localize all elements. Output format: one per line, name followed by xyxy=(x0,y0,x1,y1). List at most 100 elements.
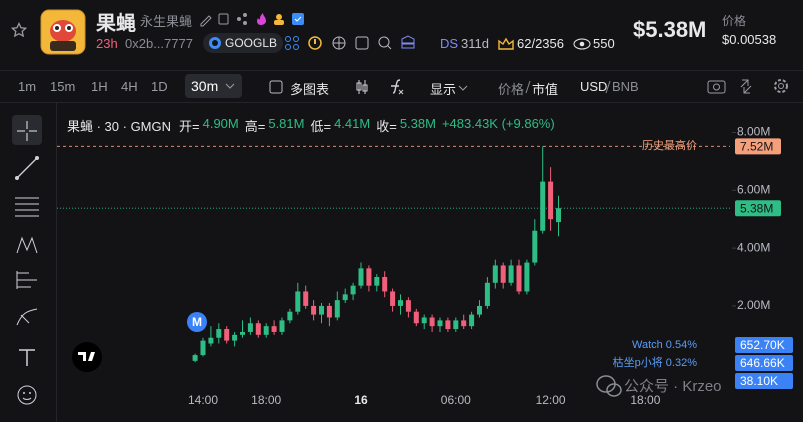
bnb-toggle[interactable]: BNB xyxy=(612,79,639,94)
drawing-toolbar[interactable] xyxy=(0,103,56,422)
candle-body xyxy=(374,277,380,286)
ds-label: DS xyxy=(440,36,459,51)
candle-body xyxy=(240,331,245,335)
candle-body xyxy=(524,262,530,292)
ath-label: 历史最高价 xyxy=(642,138,697,152)
candle-body xyxy=(350,285,356,295)
marker-tag xyxy=(735,337,793,353)
candle-body xyxy=(216,329,222,338)
x-tick-label: 12:00 xyxy=(536,393,566,407)
candle-body xyxy=(334,300,340,318)
candle-body xyxy=(255,323,261,335)
legend-label: 收= xyxy=(376,119,397,134)
candle-body xyxy=(200,340,206,356)
interval-button[interactable]: 1m xyxy=(18,79,37,94)
candle-body xyxy=(342,294,348,301)
candle-body xyxy=(271,326,277,332)
candle-body xyxy=(247,323,253,332)
candle-body xyxy=(540,181,546,231)
legend-value: 4.90M xyxy=(202,116,239,131)
legend-label: 开= xyxy=(179,119,200,134)
views-icon xyxy=(573,38,591,50)
interval-button[interactable]: 4H xyxy=(121,79,138,94)
candle-body xyxy=(303,291,309,306)
candle-body xyxy=(192,355,198,361)
candle-body xyxy=(532,230,538,263)
mcap-toggle[interactable]: 市值 xyxy=(532,82,559,97)
candle-body xyxy=(358,268,364,286)
views-count: 550 xyxy=(593,36,615,51)
tradingview-logo xyxy=(72,342,102,372)
y-tick-label: 2.00M xyxy=(737,298,770,312)
token-age: 23h xyxy=(96,36,118,51)
tag-pill[interactable]: GOOGLB xyxy=(203,33,284,53)
ath-tag xyxy=(735,138,781,155)
favorite-icon[interactable] xyxy=(11,22,27,38)
divider xyxy=(0,102,803,103)
header-icons[interactable] xyxy=(199,11,309,27)
active-interval: 30m xyxy=(191,78,219,94)
y-tick-label: 8.00M xyxy=(737,125,770,139)
interval-button[interactable]: 15m xyxy=(50,79,76,94)
ds-age: 311d xyxy=(461,36,489,51)
token-avatar xyxy=(40,9,86,55)
candle-body xyxy=(461,320,467,327)
legend-value: 5.38M xyxy=(399,116,436,131)
holders-icon xyxy=(498,37,514,50)
divider xyxy=(56,103,57,422)
candle-body xyxy=(208,337,214,344)
candle-body xyxy=(516,265,522,292)
tool-icons[interactable] xyxy=(355,78,415,96)
x-tick-label: 18:00 xyxy=(630,393,660,407)
usd-toggle[interactable]: USD xyxy=(580,79,608,94)
interval-dropdown[interactable]: 30m xyxy=(185,74,242,98)
unit-price: $0.00538 xyxy=(722,32,777,47)
checkbox[interactable] xyxy=(269,80,283,94)
candle-body xyxy=(492,265,498,283)
token-symbol: 果蝇 xyxy=(96,13,136,35)
price-label: 价格 xyxy=(722,14,747,28)
watermark: 公众号 · Krzeo xyxy=(624,378,722,395)
y-tick-label: 6.00M xyxy=(737,182,770,196)
ohlc-legend: 果蝇 · 30 · GMGN 开= 4.90M 高= 5.81M 低= 4.41M 收… xyxy=(67,116,555,135)
y-tick-label: 4.00M xyxy=(737,240,770,254)
x-tick-label: 16 xyxy=(354,393,368,407)
x-tick-label: 06:00 xyxy=(441,393,471,407)
legend-value: 4.41M xyxy=(334,116,371,131)
interval-button[interactable]: 1H xyxy=(91,79,108,94)
divider xyxy=(0,70,803,71)
legend-value: 5.81M xyxy=(268,116,305,131)
candle-body xyxy=(366,268,372,286)
candle-body xyxy=(390,291,396,306)
display-menu[interactable]: 显示 xyxy=(430,82,457,97)
watermark-icon xyxy=(596,375,622,397)
candle-body xyxy=(429,317,435,327)
candle-body xyxy=(445,320,451,330)
event-marker-label: M xyxy=(192,315,202,329)
candle-body xyxy=(263,326,269,335)
separator xyxy=(605,80,611,94)
link-icons[interactable] xyxy=(284,35,434,51)
candle-body xyxy=(437,320,443,327)
candle-body xyxy=(224,329,230,341)
legend-symbol: 果蝇 · 30 · GMGN xyxy=(67,119,172,134)
current-price-tag xyxy=(735,200,781,217)
chart-actions[interactable] xyxy=(706,76,796,96)
candle-body xyxy=(421,317,427,324)
candle-body xyxy=(326,305,332,318)
candle-body xyxy=(382,277,388,292)
ath-value: 7.52M xyxy=(740,140,773,154)
interval-button[interactable]: 1D xyxy=(151,79,168,94)
marker-name: 枯坐p小将 0.32% xyxy=(613,355,698,369)
contract-address[interactable]: 0x2b...7777 xyxy=(125,36,193,51)
marker-value: 652.70K xyxy=(740,338,785,352)
candle-body xyxy=(232,334,238,341)
candle-body xyxy=(413,311,419,324)
marker-name: Watch 0.54% xyxy=(632,339,697,351)
candle-body xyxy=(548,181,554,220)
candle-body xyxy=(405,300,411,312)
dropdown-arrow xyxy=(458,85,468,91)
price-toggle[interactable]: 价格 xyxy=(498,82,525,97)
multi-chart-label[interactable]: 多图表 xyxy=(290,82,330,97)
